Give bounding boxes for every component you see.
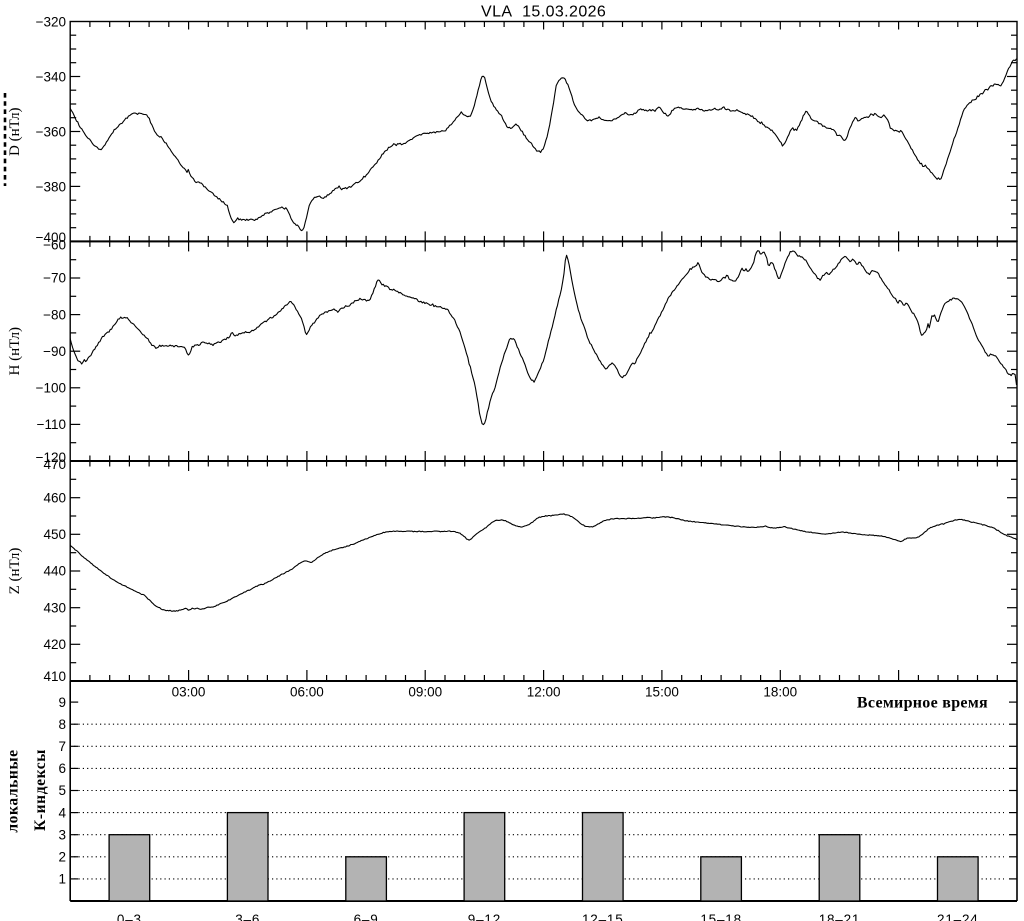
svg-text:15:00: 15:00 — [645, 685, 679, 700]
svg-text:локальные: локальные — [5, 749, 22, 832]
svg-text:18:00: 18:00 — [763, 685, 797, 700]
svg-text:9–12: 9–12 — [468, 912, 501, 921]
svg-text:3: 3 — [58, 827, 66, 842]
svg-text:−340: −340 — [36, 70, 66, 85]
svg-text:18–21: 18–21 — [819, 912, 861, 921]
svg-text:Z (нТл): Z (нТл) — [7, 548, 23, 595]
svg-text:420: 420 — [43, 637, 66, 652]
svg-text:−80: −80 — [43, 307, 66, 322]
svg-text:Всемирное время: Всемирное время — [857, 695, 988, 712]
svg-text:21–24: 21–24 — [937, 912, 979, 921]
svg-text:15–18: 15–18 — [700, 912, 742, 921]
svg-text:D (нТл): D (нТл) — [7, 107, 23, 156]
svg-text:440: 440 — [43, 564, 66, 579]
svg-text:0–3: 0–3 — [117, 912, 142, 921]
svg-text:−120: −120 — [36, 450, 66, 465]
svg-text:H (нТл): H (нТл) — [7, 327, 23, 376]
svg-text:1: 1 — [58, 872, 66, 887]
svg-text:460: 460 — [43, 490, 66, 505]
svg-text:−90: −90 — [43, 344, 66, 359]
svg-text:450: 450 — [43, 527, 66, 542]
svg-text:К-индексы: К-индексы — [32, 749, 49, 831]
svg-text:06:00: 06:00 — [290, 685, 324, 700]
svg-text:−360: −360 — [36, 124, 66, 139]
svg-text:−320: −320 — [36, 15, 66, 30]
svg-text:09:00: 09:00 — [408, 685, 442, 700]
svg-text:2: 2 — [58, 850, 66, 865]
svg-text:−400: −400 — [36, 230, 66, 245]
svg-text:−60: −60 — [43, 237, 66, 252]
svg-text:3–6: 3–6 — [235, 912, 260, 921]
svg-text:03:00: 03:00 — [172, 685, 206, 700]
svg-text:8: 8 — [58, 717, 66, 732]
svg-text:430: 430 — [43, 600, 66, 615]
svg-text:7: 7 — [58, 739, 66, 754]
svg-text:4: 4 — [58, 805, 66, 820]
svg-text:12:00: 12:00 — [527, 685, 561, 700]
svg-text:12–15: 12–15 — [582, 912, 624, 921]
svg-text:−380: −380 — [36, 179, 66, 194]
svg-text:410: 410 — [43, 669, 66, 684]
svg-text:−100: −100 — [36, 381, 66, 396]
svg-text:5: 5 — [58, 783, 66, 798]
svg-text:9: 9 — [58, 695, 66, 710]
svg-text:−110: −110 — [37, 417, 66, 432]
svg-text:6: 6 — [58, 761, 66, 776]
svg-text:470: 470 — [43, 457, 66, 472]
svg-text:VLA 15.03.2026: VLA 15.03.2026 — [481, 4, 606, 21]
svg-text:−70: −70 — [43, 271, 66, 286]
svg-text:6–9: 6–9 — [354, 912, 379, 921]
